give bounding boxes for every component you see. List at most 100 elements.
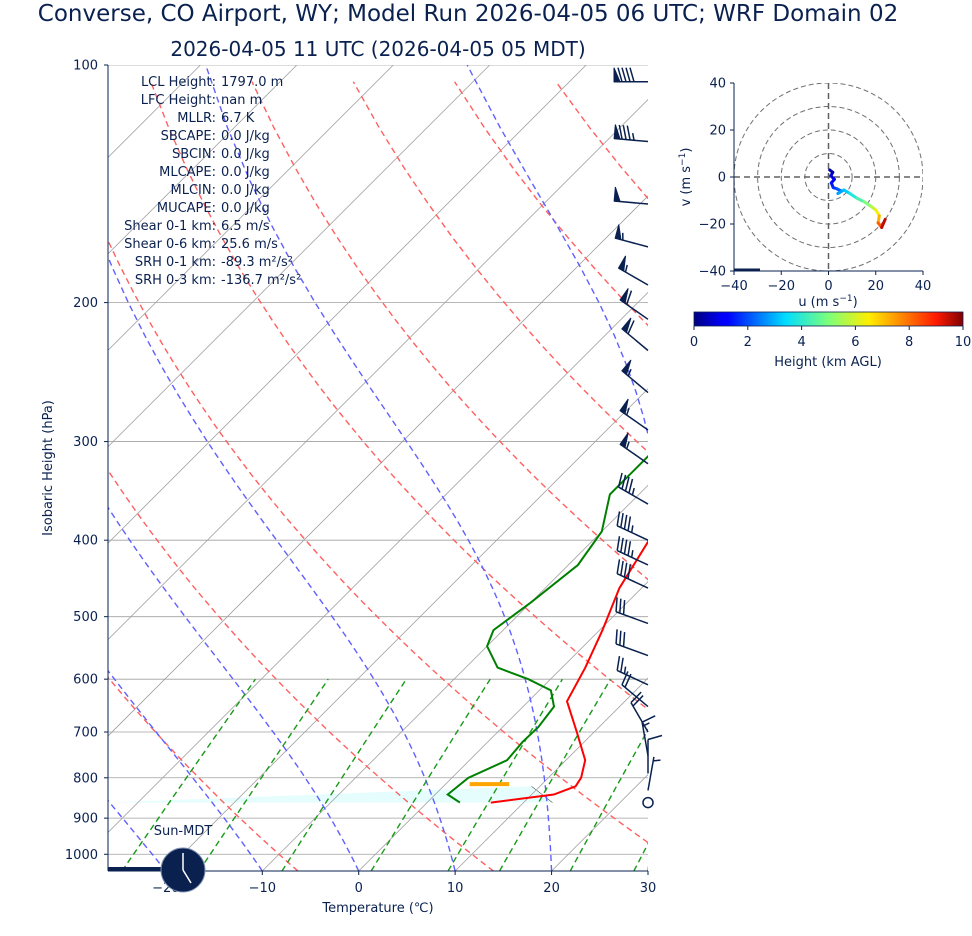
indices-panel: LCL Height: 1797.0 m LFC Height: nan m MLLR:… [124,75,301,288]
index-value: 1797.0 m [221,75,283,90]
barb-full [620,560,624,576]
barb-full [615,629,618,644]
index-label: Shear 0-1 km: [124,219,216,234]
barb-full [615,597,618,612]
barb-flag [619,432,629,449]
dry-adiabat [108,239,648,844]
barb-staff [621,684,649,708]
mixing-ratio-line [569,728,648,871]
barb-full [619,630,622,646]
parcel-shading [108,786,553,803]
hodo-y-tick-label: 40 [709,77,726,92]
wind-barb [647,756,661,791]
barb-full [620,657,624,673]
chart-subtitle: 2026-04-05 11 UTC (2026-04-05 05 MDT) [170,37,585,61]
dry-adiabat [454,81,648,327]
barb-full [621,67,627,82]
index-label: MUCAPE: [157,201,216,216]
barb-full [617,67,623,82]
wind-barb [616,655,649,686]
wind-barb [616,536,649,566]
index-value: -136.7 m²/s² [221,273,301,288]
wind-barb [617,255,649,286]
moist-adiabat [466,65,648,871]
isotherm-gridline [108,291,648,833]
barb-full [616,655,621,671]
isotherm-gridline [108,195,648,737]
dry-adiabat [759,82,972,871]
moist-adiabat [108,255,456,871]
barb-full [621,671,629,686]
wind-barb [621,359,649,394]
colorbar-tick-label: 8 [905,335,913,350]
barb-half [623,666,627,674]
barb-full [647,734,663,741]
index-value: 6.7 K [221,111,255,126]
barb-flag [613,124,621,140]
barb-half [630,550,634,558]
barb-half [624,264,628,273]
hodo-y-tick-label: −40 [699,265,726,280]
barb-half [625,441,630,450]
index-value: 0.0 J/kg [221,165,270,180]
hodograph-plot: −40 −20 0 20 40 −40 −20 0 20 40 u (m s−1) v (m s−… [678,77,931,311]
y-tick-label: 700 [73,726,98,741]
barb-full [625,290,633,305]
chart-title: Converse, CO Airport, WY; Model Run 2026… [38,1,898,27]
moist-adiabat [205,65,553,871]
x-axis-label: Temperature (℃) [321,901,433,916]
wind-barb [647,734,663,774]
barb-half [630,525,634,533]
index-value: -89.3 m²/s² [221,255,293,270]
wind-barb [613,186,649,205]
isotherm-gridline [551,774,648,871]
isotherm-gridline [165,388,648,871]
wind-barb [619,288,649,320]
index-label: LCL Height: [141,75,216,90]
index-value: 0.0 J/kg [221,183,270,198]
barb-staff [630,702,649,733]
barb-full [622,599,626,615]
wind-barb [616,511,649,541]
colorbar-tick-label: 10 [955,335,972,350]
hodo-y-tick-label: 0 [718,171,726,186]
isotherm-gridline [358,581,648,871]
hodo-x-tick-label: −40 [720,279,747,294]
colorbar-tick-label: 6 [851,335,859,350]
isotherm-gridline [744,65,972,871]
index-label: SBCAPE: [161,129,216,144]
barb-half [653,759,661,762]
index-label: LFC Height: [141,93,216,108]
temperature-trace [490,539,648,804]
barb-full [627,564,632,579]
x-tick-label: 0 [355,881,363,896]
y-tick-label: 500 [73,610,98,625]
barb-full [624,673,632,688]
barb-full [616,536,621,551]
mixing-ratio-line [281,678,407,871]
height-colorbar: 0 2 4 6 8 10 Height (km AGL) [690,311,972,370]
moist-adiabat [108,506,360,871]
barb-full [623,514,628,530]
barb-staff [647,756,655,791]
barb-staff [616,525,649,541]
barb-full [616,511,621,526]
y-tick-label: 200 [73,296,98,311]
y-tick-label: 1000 [65,848,98,863]
hodo-x-tick-label: −20 [768,279,795,294]
hodo-x-label: u (m s−1) [798,294,857,310]
colorbar-label: Height (km AGL) [774,355,882,370]
index-label: MLCAPE: [159,165,216,180]
barb-flag [619,398,629,415]
index-label: Shear 0-6 km: [124,237,216,252]
y-tick-label: 900 [73,812,98,827]
wind-barb [615,629,649,657]
wind-barb [615,597,649,625]
barb-staff [616,669,649,686]
hodo-x-tick-label: 40 [915,279,932,294]
barb-full [617,472,623,488]
isotherm-gridline [108,99,648,641]
barb-flag [613,67,621,83]
